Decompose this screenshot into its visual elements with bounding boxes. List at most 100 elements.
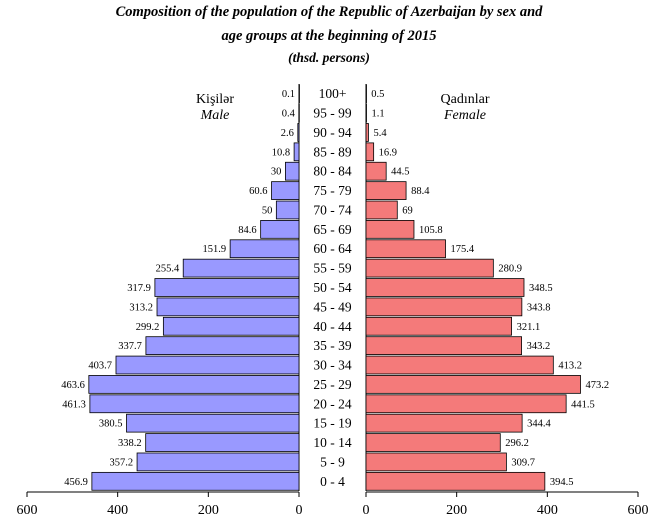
female-data-label-11: 343.8: [527, 302, 551, 313]
female-tick-label-1: 200: [446, 503, 467, 518]
female-data-label-7: 105.8: [419, 225, 443, 236]
female-bar-10: [365, 278, 525, 297]
female-data-label-4: 44.5: [391, 167, 409, 178]
age-group-label-9: 55 - 59: [313, 261, 351, 276]
female-bar-20: [365, 471, 546, 491]
male-data-label-2: 2.6: [281, 128, 294, 139]
male-bar-11: [156, 297, 300, 317]
age-group-label-8: 60 - 64: [313, 241, 351, 256]
male-bar-9: [182, 258, 300, 278]
female-data-label-19: 309.7: [511, 457, 535, 468]
female-data-label-10: 348.5: [529, 283, 553, 294]
male-bar-14: [115, 355, 300, 375]
female-data-label-8: 175.4: [451, 244, 475, 255]
age-group-label-13: 35 - 39: [313, 338, 351, 353]
age-group-label-4: 80 - 84: [313, 164, 351, 179]
female-data-label-13: 343.2: [527, 341, 551, 352]
male-data-label-17: 380.5: [99, 419, 123, 430]
male-data-label-4: 30: [271, 167, 282, 178]
age-group-label-15: 25 - 29: [313, 377, 351, 392]
age-group-label-7: 65 - 69: [313, 222, 351, 237]
male-data-label-9: 255.4: [156, 264, 180, 275]
male-data-label-14: 403.7: [88, 361, 112, 372]
male-data-label-16: 461.3: [62, 399, 86, 410]
male-bar-12: [162, 316, 300, 336]
chart-title-line-1: Composition of the population of the Rep…: [115, 4, 543, 20]
male-data-label-0: 0.1: [282, 89, 295, 100]
female-bar-6: [365, 200, 398, 220]
age-group-label-17: 15 - 19: [313, 416, 351, 431]
female-bar-12: [365, 316, 512, 336]
male-bar-7: [260, 220, 300, 239]
male-tick-label-1: 400: [107, 503, 128, 518]
male-data-label-20: 456.9: [64, 477, 88, 488]
female-data-label-6: 69: [402, 205, 413, 216]
male-data-label-7: 84.6: [238, 225, 256, 236]
female-data-label-2: 5.4: [373, 128, 387, 139]
male-data-label-3: 10.8: [272, 147, 290, 158]
female-tick-label-3: 600: [628, 503, 649, 518]
female-bar-19: [365, 452, 507, 472]
male-bar-19: [136, 452, 300, 472]
male-data-label-15: 463.6: [61, 380, 85, 391]
male-bar-18: [145, 433, 300, 452]
female-data-label-0: 0.5: [371, 89, 384, 100]
female-bar-3: [365, 142, 375, 162]
female-bar-5: [365, 181, 407, 200]
female-bar-4: [365, 161, 387, 181]
female-tick-label-2: 400: [537, 503, 558, 518]
female-label-local: Qadınlar: [440, 92, 490, 107]
male-bar-20: [91, 471, 300, 491]
male-label-local: Kişilər: [195, 92, 235, 107]
male-bar-3: [293, 142, 300, 162]
male-bar-1: [298, 103, 300, 123]
age-group-label-6: 70 - 74: [313, 202, 351, 217]
male-bar-8: [229, 239, 300, 259]
male-side-label: Kişilər Male: [180, 92, 250, 124]
female-bar-2: [365, 123, 369, 142]
female-bar-0: [365, 84, 367, 104]
female-bar-9: [365, 258, 494, 278]
female-data-label-17: 344.4: [527, 419, 551, 430]
male-bar-5: [271, 181, 300, 200]
female-bar-17: [365, 413, 523, 433]
age-group-label-11: 45 - 49: [313, 299, 351, 314]
male-bar-16: [89, 394, 300, 414]
female-data-label-20: 394.5: [550, 477, 574, 488]
male-bar-15: [88, 375, 300, 394]
age-group-label-1: 95 - 99: [313, 106, 351, 121]
male-bar-10: [154, 278, 300, 297]
male-data-label-12: 299.2: [136, 322, 160, 333]
age-group-label-3: 85 - 89: [313, 144, 351, 159]
male-data-label-11: 313.2: [129, 302, 153, 313]
female-side-label: Qadınlar Female: [420, 92, 510, 124]
female-data-label-14: 413.2: [558, 361, 582, 372]
chart-title-line-2: age groups at the beginning of 2015: [221, 28, 437, 44]
male-label-english: Male: [200, 108, 230, 123]
male-bar-17: [126, 413, 300, 433]
male-data-label-5: 60.6: [249, 186, 267, 197]
male-tick-label-3: 0: [296, 503, 303, 518]
age-group-label-10: 50 - 54: [313, 280, 351, 295]
female-bar-18: [365, 433, 501, 452]
male-data-label-13: 337.7: [118, 341, 142, 352]
age-group-label-20: 0 - 4: [320, 474, 345, 489]
female-bar-16: [365, 394, 567, 414]
female-data-label-18: 296.2: [505, 438, 529, 449]
male-data-label-10: 317.9: [127, 283, 151, 294]
male-bar-4: [284, 161, 300, 181]
age-group-label-18: 10 - 14: [313, 435, 351, 450]
female-data-label-16: 441.5: [571, 399, 595, 410]
male-data-label-18: 338.2: [118, 438, 142, 449]
age-group-label-16: 20 - 24: [313, 396, 351, 411]
female-bar-8: [365, 239, 446, 259]
male-data-label-6: 50: [262, 205, 273, 216]
age-group-label-2: 90 - 94: [313, 125, 351, 140]
age-group-label-19: 5 - 9: [320, 454, 345, 469]
female-data-label-1: 1.1: [371, 109, 384, 120]
female-data-label-9: 280.9: [498, 264, 522, 275]
female-label-english: Female: [444, 108, 486, 123]
age-group-label-5: 75 - 79: [313, 183, 351, 198]
male-data-label-19: 357.2: [109, 457, 133, 468]
female-bar-15: [365, 375, 581, 394]
